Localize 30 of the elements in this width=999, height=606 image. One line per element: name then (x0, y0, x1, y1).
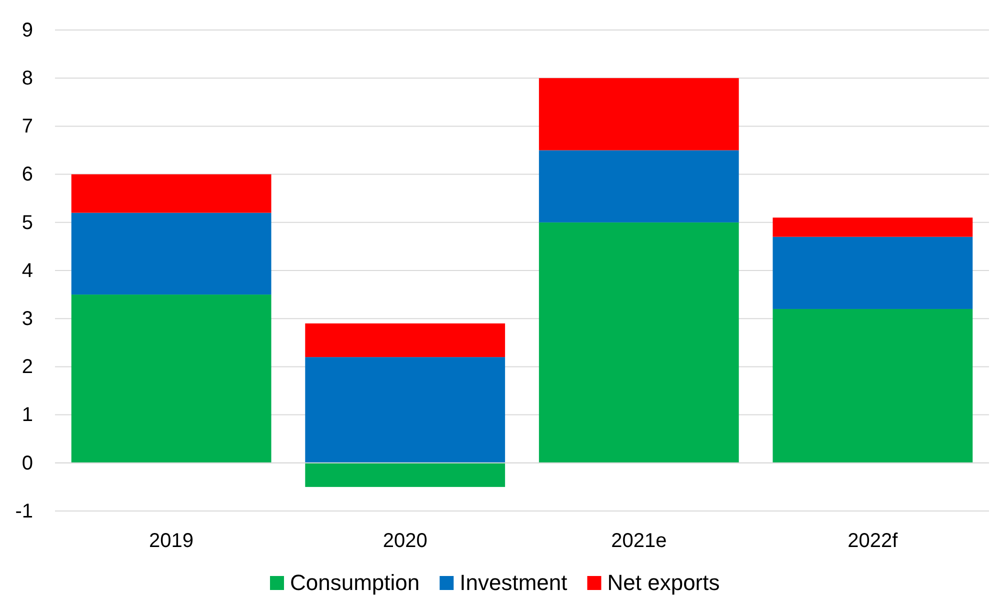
y-tick-label: 6 (22, 164, 33, 186)
y-tick-label: 2 (22, 356, 33, 378)
y-tick-label: 9 (22, 19, 33, 42)
bar (305, 323, 506, 358)
y-tick-label: 3 (22, 308, 33, 330)
x-tick-label: 2022f (848, 530, 898, 552)
bar (772, 218, 973, 237)
y-tick-label: 5 (22, 212, 33, 234)
legend-label: Consumption (290, 570, 420, 595)
bar (305, 357, 506, 463)
y-tick-label: 0 (22, 452, 33, 474)
bar (71, 294, 272, 463)
legend-label: Net exports (607, 570, 720, 595)
y-tick-label: 1 (22, 404, 33, 426)
bar (305, 462, 506, 487)
legend-label: Investment (460, 570, 568, 595)
y-tick-label: 8 (22, 68, 33, 90)
bar (71, 174, 272, 213)
y-tick-label: 4 (22, 260, 33, 282)
x-tick-label: 2021e (611, 530, 667, 552)
y-tick-label: -1 (15, 500, 33, 522)
bar (538, 222, 739, 463)
x-tick-label: 2020 (382, 530, 428, 552)
x-tick-label: 2019 (149, 530, 194, 552)
bar (538, 150, 739, 222)
bar (772, 308, 973, 463)
y-tick-label: 7 (22, 116, 33, 138)
bar (772, 236, 973, 309)
bar (71, 212, 272, 295)
bar (538, 78, 739, 150)
